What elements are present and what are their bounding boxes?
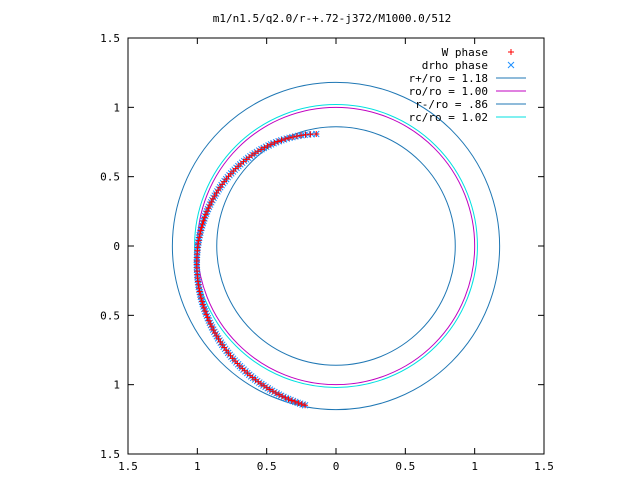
w-phase-point xyxy=(195,281,202,288)
w-phase-point xyxy=(206,202,213,209)
chart-title: m1/n1.5/q2.0/r-+.72-j372/M1000.0/512 xyxy=(213,12,451,25)
y-tick-label: 0 xyxy=(113,240,120,253)
y-tick-label: 1 xyxy=(113,379,120,392)
w-phase-point xyxy=(269,388,276,395)
x-tick-label: 1 xyxy=(471,460,478,473)
axis-ticks: 1.5 1 0.5 0 0.5 1 1.51.510.500.511.5 xyxy=(100,32,554,473)
w-phase-point xyxy=(278,137,285,144)
w-phase-point xyxy=(199,301,206,308)
w-phase-point xyxy=(195,285,202,292)
w-phase-point xyxy=(272,390,279,397)
w-phase-point xyxy=(198,224,205,231)
circle-series xyxy=(194,104,478,388)
circle-series xyxy=(216,126,456,366)
legend-label: W phase xyxy=(442,46,488,59)
w-phase-point xyxy=(196,230,203,237)
w-phase-point xyxy=(288,397,295,404)
reference-circles xyxy=(171,81,501,411)
legend-label: r-/ro = .86 xyxy=(415,98,488,111)
w-phase-point xyxy=(207,320,214,327)
y-tick-label: 1.5 xyxy=(100,448,120,461)
x-tick-label: 1 xyxy=(194,460,201,473)
w-phase-point xyxy=(302,131,309,138)
legend-label: rc/ro = 1.02 xyxy=(409,111,488,124)
w-phase-point xyxy=(313,131,320,138)
x-tick-label: 1.5 xyxy=(534,460,554,473)
y-tick-label: 0.5 xyxy=(100,309,120,322)
w-phase-point xyxy=(289,133,296,140)
y-tick-label: 1.5 xyxy=(100,32,120,45)
y-tick-label: 1 xyxy=(113,101,120,114)
phase-points xyxy=(193,130,320,409)
w-phase-point xyxy=(266,386,273,393)
w-phase-point xyxy=(261,144,268,151)
w-phase-point xyxy=(197,227,204,234)
w-phase-point xyxy=(271,139,278,146)
w-phase-point xyxy=(201,304,208,311)
w-phase-point xyxy=(276,391,283,398)
w-phase-point xyxy=(200,217,207,224)
w-phase-point xyxy=(267,141,274,148)
w-phase-point xyxy=(195,237,202,244)
x-tick-label: 0.5 xyxy=(395,460,415,473)
w-phase-point xyxy=(196,234,203,241)
w-phase-point xyxy=(264,143,271,150)
x-tick-label: 0.5 xyxy=(257,460,277,473)
w-phase-point xyxy=(209,195,216,202)
w-phase-point xyxy=(295,400,302,407)
w-phase-point xyxy=(208,323,215,330)
w-phase-point xyxy=(208,198,215,205)
w-phase-point xyxy=(298,401,305,408)
w-phase-point xyxy=(199,298,206,305)
w-phase-point xyxy=(285,134,292,141)
y-tick-label: 0.5 xyxy=(100,171,120,184)
legend-label: r+/ro = 1.18 xyxy=(409,72,488,85)
w-phase-point xyxy=(204,314,211,321)
w-phase-point xyxy=(258,146,265,153)
w-phase-point xyxy=(198,295,205,302)
w-phase-point xyxy=(302,402,309,409)
legend-label: drho phase xyxy=(422,59,488,72)
w-phase-point xyxy=(202,308,209,315)
circle-series xyxy=(171,81,501,411)
w-phase-point xyxy=(282,394,289,401)
x-tick-label: 1.5 xyxy=(118,460,138,473)
w-phase-point xyxy=(255,148,262,155)
w-phase-point xyxy=(279,393,286,400)
w-phase-point xyxy=(197,291,204,298)
w-phase-point xyxy=(204,208,211,215)
w-phase-point xyxy=(196,288,203,295)
legend-label: ro/ro = 1.00 xyxy=(409,85,488,98)
w-phase-point xyxy=(293,133,300,140)
w-phase-point xyxy=(205,317,212,324)
w-phase-point xyxy=(202,211,209,218)
w-phase-point xyxy=(210,326,217,333)
w-phase-point xyxy=(282,136,289,143)
x-tick-label: 0 xyxy=(333,460,340,473)
circle-series xyxy=(196,106,476,386)
w-phase-point xyxy=(201,214,208,221)
w-phase-point xyxy=(292,398,299,405)
w-phase-point xyxy=(203,311,210,318)
legend-marker xyxy=(507,61,515,69)
w-phase-point xyxy=(274,138,281,145)
w-phase-point xyxy=(298,132,305,139)
w-phase-point xyxy=(285,396,292,403)
legend-marker xyxy=(508,49,514,55)
w-phase-point xyxy=(205,205,212,212)
w-phase-point xyxy=(199,221,206,228)
